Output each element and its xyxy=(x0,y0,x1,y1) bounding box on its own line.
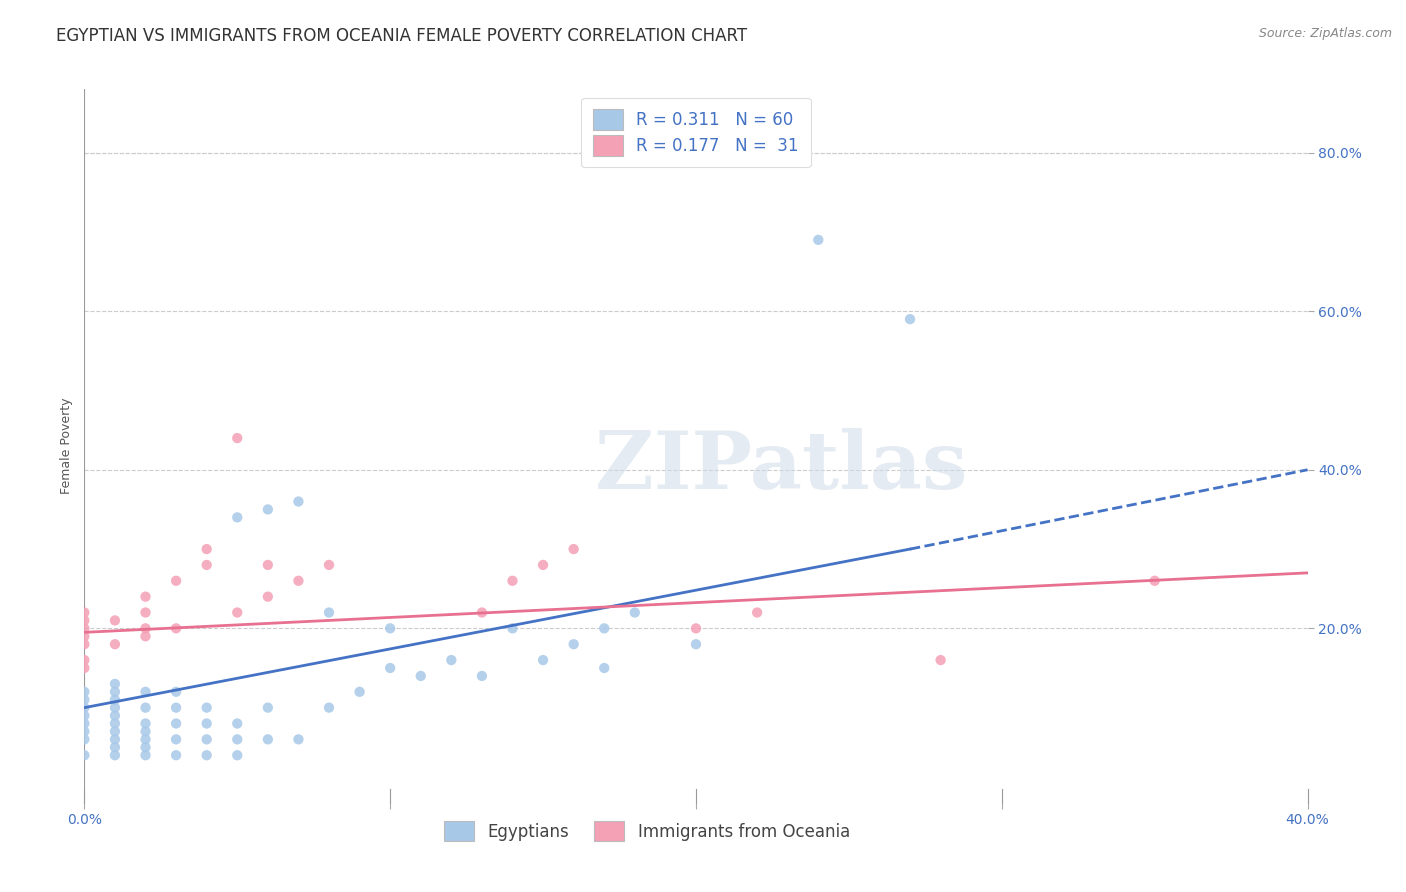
Point xyxy=(287,494,309,508)
Text: Source: ZipAtlas.com: Source: ZipAtlas.com xyxy=(1258,27,1392,40)
Point xyxy=(104,637,127,651)
Point xyxy=(1143,574,1166,588)
Point xyxy=(135,700,157,714)
Point xyxy=(135,606,157,620)
Point xyxy=(135,748,157,763)
Point xyxy=(73,629,96,643)
Point xyxy=(257,502,280,516)
Point xyxy=(409,669,432,683)
Point xyxy=(685,637,707,651)
Point xyxy=(73,685,96,699)
Point xyxy=(562,542,585,557)
Point xyxy=(440,653,463,667)
Point xyxy=(471,606,494,620)
Text: ZIPatlas: ZIPatlas xyxy=(596,428,967,507)
Point xyxy=(73,661,96,675)
Point xyxy=(287,574,309,588)
Point xyxy=(226,606,249,620)
Point xyxy=(502,574,524,588)
Point xyxy=(318,558,340,572)
Point xyxy=(135,685,157,699)
Point xyxy=(195,558,218,572)
Point xyxy=(685,621,707,635)
Point xyxy=(226,431,249,445)
Point xyxy=(73,724,96,739)
Point xyxy=(195,748,218,763)
Point xyxy=(73,700,96,714)
Point xyxy=(73,716,96,731)
Point xyxy=(562,637,585,651)
Point xyxy=(73,621,96,635)
Point xyxy=(226,732,249,747)
Point xyxy=(135,740,157,755)
Point xyxy=(257,558,280,572)
Point xyxy=(104,724,127,739)
Point xyxy=(257,700,280,714)
Point xyxy=(135,590,157,604)
Point xyxy=(135,621,157,635)
Text: EGYPTIAN VS IMMIGRANTS FROM OCEANIA FEMALE POVERTY CORRELATION CHART: EGYPTIAN VS IMMIGRANTS FROM OCEANIA FEMA… xyxy=(56,27,748,45)
Point xyxy=(531,558,554,572)
Point xyxy=(135,629,157,643)
Point xyxy=(624,606,647,620)
Y-axis label: Female Poverty: Female Poverty xyxy=(59,398,73,494)
Point xyxy=(226,716,249,731)
Point xyxy=(257,590,280,604)
Point xyxy=(73,653,96,667)
Point xyxy=(380,621,402,635)
Legend: Egyptians, Immigrants from Oceania: Egyptians, Immigrants from Oceania xyxy=(437,814,856,848)
Point xyxy=(531,653,554,667)
Point xyxy=(380,661,402,675)
Point xyxy=(195,542,218,557)
Point xyxy=(104,740,127,755)
Point xyxy=(226,748,249,763)
Point xyxy=(104,716,127,731)
Point xyxy=(471,669,494,683)
Point xyxy=(165,716,187,731)
Point xyxy=(502,621,524,635)
Point xyxy=(165,685,187,699)
Point xyxy=(73,708,96,723)
Point xyxy=(747,606,769,620)
Point xyxy=(349,685,371,699)
Point xyxy=(104,708,127,723)
Point xyxy=(593,661,616,675)
Point xyxy=(135,732,157,747)
Point xyxy=(165,700,187,714)
Point xyxy=(104,732,127,747)
Point xyxy=(104,700,127,714)
Point xyxy=(73,692,96,706)
Point xyxy=(135,724,157,739)
Point xyxy=(73,614,96,628)
Point xyxy=(104,614,127,628)
Point xyxy=(135,716,157,731)
Point xyxy=(104,748,127,763)
Point xyxy=(807,233,830,247)
Point xyxy=(73,748,96,763)
Point xyxy=(287,732,309,747)
Point xyxy=(929,653,952,667)
Point xyxy=(104,677,127,691)
Point xyxy=(226,510,249,524)
Point xyxy=(898,312,921,326)
Point xyxy=(73,637,96,651)
Point xyxy=(318,700,340,714)
Point xyxy=(195,732,218,747)
Point xyxy=(257,732,280,747)
Point xyxy=(195,700,218,714)
Point xyxy=(318,606,340,620)
Point xyxy=(195,716,218,731)
Point xyxy=(165,732,187,747)
Point xyxy=(104,685,127,699)
Point xyxy=(165,574,187,588)
Point xyxy=(73,606,96,620)
Point xyxy=(104,692,127,706)
Point xyxy=(73,732,96,747)
Point xyxy=(165,748,187,763)
Point xyxy=(165,621,187,635)
Point xyxy=(593,621,616,635)
